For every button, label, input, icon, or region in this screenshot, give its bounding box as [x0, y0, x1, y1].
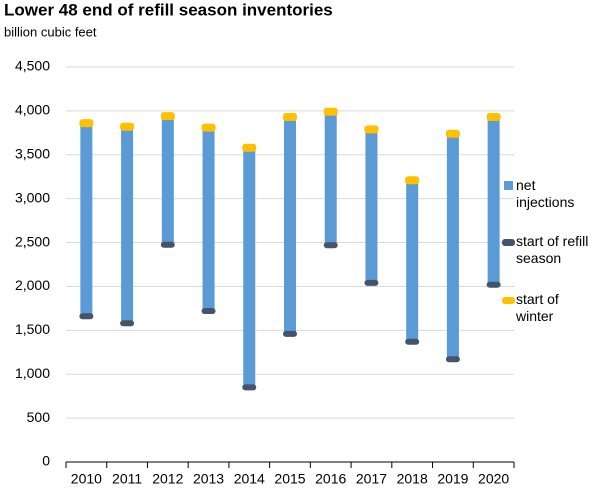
winter-marker [160, 112, 175, 121]
winter-marker [120, 122, 135, 131]
start-marker [323, 242, 338, 249]
chart-subtitle: billion cubic feet [4, 24, 97, 39]
y-tick-label: 2,500 [15, 233, 50, 249]
y-tick-label: 4,500 [15, 58, 50, 74]
legend-swatch [502, 297, 515, 304]
x-tick-label: 2012 [152, 471, 183, 487]
winter-marker [79, 119, 94, 128]
x-tick-label: 2016 [315, 471, 346, 487]
start-marker [79, 313, 94, 320]
x-tick-label: 2015 [274, 471, 305, 487]
start-marker [486, 281, 501, 288]
x-tick-label: 2018 [397, 471, 428, 487]
winter-marker [242, 143, 257, 152]
legend-swatch [504, 181, 513, 190]
bar [161, 116, 174, 245]
x-tick-label: 2011 [112, 471, 142, 487]
x-tick-label: 2014 [234, 471, 265, 487]
winter-marker [405, 176, 420, 185]
legend-swatch [502, 239, 515, 246]
start-marker [405, 338, 420, 345]
legend-label: start of winter [516, 291, 559, 324]
start-marker [364, 279, 379, 286]
winter-marker [364, 125, 379, 134]
legend-label: net injections [516, 177, 575, 210]
winter-marker [445, 129, 460, 138]
bar [365, 129, 378, 283]
winter-marker [486, 113, 501, 122]
bar [324, 111, 337, 246]
start-marker [242, 384, 257, 391]
start-marker [160, 241, 175, 248]
x-tick-label: 2017 [356, 471, 387, 487]
bar [243, 147, 256, 388]
y-tick-label: 3,000 [15, 189, 50, 205]
winter-marker [201, 123, 216, 132]
bar [406, 180, 419, 342]
y-tick-label: 3,500 [15, 145, 50, 161]
y-tick-label: 500 [27, 409, 51, 425]
bar [284, 117, 296, 334]
legend-label: start of refill season [516, 233, 589, 266]
winter-marker [283, 113, 297, 122]
y-tick-label: 4,000 [15, 102, 50, 118]
bar [487, 117, 500, 285]
x-tick-label: 2010 [71, 471, 102, 487]
chart-title: Lower 48 end of refill season inventorie… [4, 0, 333, 19]
bar [202, 127, 215, 312]
start-marker [283, 330, 297, 337]
bar [121, 126, 134, 324]
y-tick-label: 1,000 [15, 365, 50, 381]
x-tick-label: 2019 [437, 471, 468, 487]
start-marker [445, 356, 460, 363]
start-marker [120, 320, 135, 327]
start-marker [201, 308, 216, 315]
bar [80, 123, 93, 317]
y-tick-label: 1,500 [15, 321, 50, 337]
x-tick-label: 2013 [193, 471, 224, 487]
y-tick-label: 0 [42, 453, 50, 469]
y-tick-label: 2,000 [15, 277, 50, 293]
x-tick-label: 2020 [478, 471, 509, 487]
winter-marker [323, 107, 338, 116]
bar [446, 133, 459, 360]
